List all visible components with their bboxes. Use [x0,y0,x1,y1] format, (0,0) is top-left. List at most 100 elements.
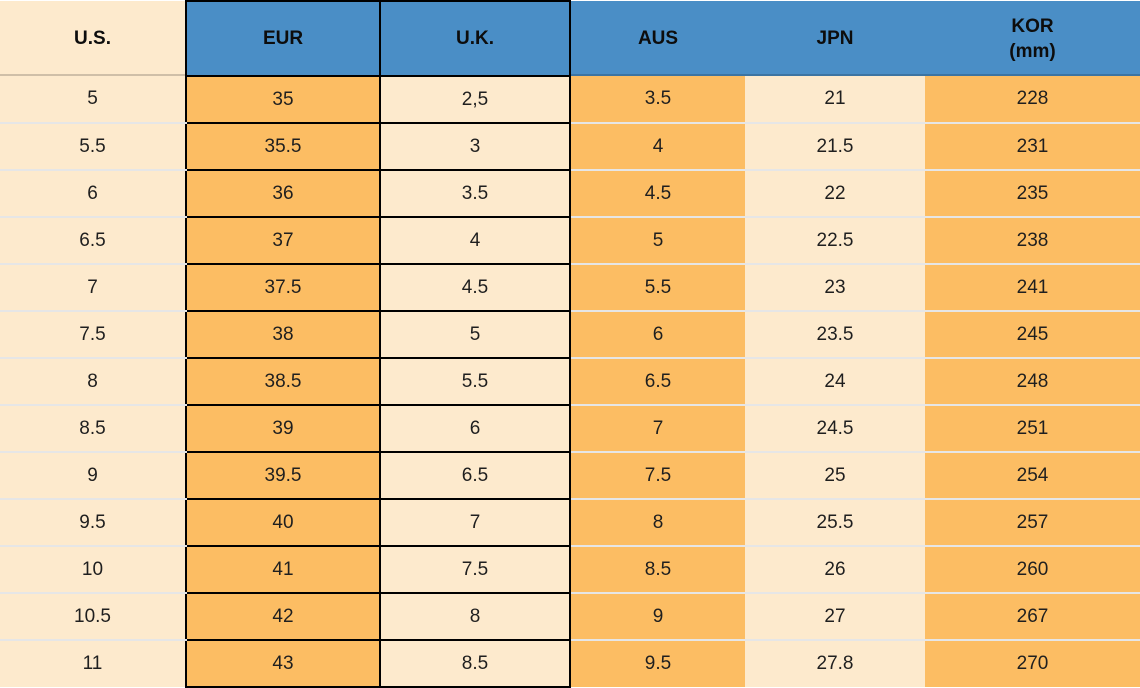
cell-uk: 5 [379,310,571,359]
cell-uk: 4.5 [379,263,571,312]
cell-kor: 228 [925,76,1140,124]
cell-eur: 37.5 [185,263,381,312]
table-row: 6.5 37 4 5 22.5 238 [0,216,1140,265]
table-row: 9.5 40 7 8 25.5 257 [0,498,1140,547]
cell-eur: 35 [185,75,381,124]
column-header-kor: KOR (mm) [925,1,1140,76]
header-row: U.S. EUR U.K. AUS JPN KOR (mm) [0,0,1140,77]
cell-kor: 260 [925,546,1140,594]
table-row: 7 37.5 4.5 5.5 23 241 [0,263,1140,312]
cell-eur: 40 [185,498,381,547]
table-row: 8 38.5 5.5 6.5 24 248 [0,357,1140,406]
cell-us: 7.5 [0,311,186,359]
cell-eur: 35.5 [185,122,381,171]
column-header-us: U.S. [0,1,186,76]
cell-us: 9.5 [0,499,186,547]
cell-us: 5.5 [0,123,186,171]
table-row: 5.5 35.5 3 4 21.5 231 [0,122,1140,171]
cell-kor: 241 [925,264,1140,312]
cell-aus: 6 [570,311,745,359]
cell-kor: 238 [925,217,1140,265]
cell-aus: 9.5 [570,640,745,687]
table-row: 6 36 3.5 4.5 22 235 [0,169,1140,218]
cell-uk: 3 [379,122,571,171]
cell-jpn: 27.8 [745,640,925,687]
cell-aus: 6.5 [570,358,745,406]
cell-us: 8.5 [0,405,186,453]
table-row: 8.5 39 6 7 24.5 251 [0,404,1140,453]
cell-jpn: 25.5 [745,499,925,547]
cell-aus: 9 [570,593,745,641]
column-header-uk: U.K. [379,0,571,77]
table-row: 11 43 8.5 9.5 27.8 270 [0,639,1140,688]
cell-kor: 235 [925,170,1140,218]
cell-uk: 3.5 [379,169,571,218]
table-body: 5 35 2,5 3.5 21 228 5.5 35.5 3 4 21.5 231 6 36 3.5 4.5 2… [0,75,1140,688]
cell-uk: 4 [379,216,571,265]
table-row: 10 41 7.5 8.5 26 260 [0,545,1140,594]
cell-jpn: 26 [745,546,925,594]
cell-jpn: 21.5 [745,123,925,171]
cell-us: 10.5 [0,593,186,641]
cell-eur: 36 [185,169,381,218]
cell-aus: 5 [570,217,745,265]
cell-kor: 245 [925,311,1140,359]
cell-eur: 37 [185,216,381,265]
cell-jpn: 24 [745,358,925,406]
cell-eur: 39.5 [185,451,381,500]
cell-kor: 267 [925,593,1140,641]
cell-kor: 251 [925,405,1140,453]
cell-aus: 5.5 [570,264,745,312]
cell-uk: 7 [379,498,571,547]
cell-eur: 39 [185,404,381,453]
cell-aus: 7 [570,405,745,453]
cell-jpn: 25 [745,452,925,500]
cell-us: 11 [0,640,186,687]
cell-us: 10 [0,546,186,594]
cell-eur: 41 [185,545,381,594]
cell-us: 5 [0,76,186,124]
cell-eur: 43 [185,639,381,688]
cell-aus: 3.5 [570,76,745,124]
cell-kor: 231 [925,123,1140,171]
cell-uk: 8.5 [379,639,571,688]
cell-kor: 270 [925,640,1140,687]
column-header-kor-label: KOR [1011,15,1054,37]
cell-jpn: 22.5 [745,217,925,265]
cell-us: 9 [0,452,186,500]
cell-jpn: 23.5 [745,311,925,359]
cell-uk: 5.5 [379,357,571,406]
cell-aus: 4 [570,123,745,171]
cell-us: 6 [0,170,186,218]
cell-eur: 38.5 [185,357,381,406]
cell-kor: 254 [925,452,1140,500]
cell-jpn: 23 [745,264,925,312]
column-header-jpn: JPN [745,1,925,76]
cell-eur: 38 [185,310,381,359]
cell-aus: 4.5 [570,170,745,218]
cell-uk: 6.5 [379,451,571,500]
column-header-kor-unit: (mm) [1009,40,1056,62]
cell-kor: 248 [925,358,1140,406]
cell-uk: 7.5 [379,545,571,594]
cell-aus: 8.5 [570,546,745,594]
cell-jpn: 24.5 [745,405,925,453]
cell-eur: 42 [185,592,381,641]
cell-us: 7 [0,264,186,312]
cell-jpn: 27 [745,593,925,641]
column-header-eur: EUR [185,0,381,77]
cell-uk: 6 [379,404,571,453]
table-row: 5 35 2,5 3.5 21 228 [0,75,1140,124]
column-header-aus: AUS [570,1,745,76]
table-row: 10.5 42 8 9 27 267 [0,592,1140,641]
cell-uk: 8 [379,592,571,641]
cell-uk: 2,5 [379,75,571,124]
cell-jpn: 22 [745,170,925,218]
cell-us: 6.5 [0,217,186,265]
cell-aus: 8 [570,499,745,547]
table-row: 7.5 38 5 6 23.5 245 [0,310,1140,359]
table-row: 9 39.5 6.5 7.5 25 254 [0,451,1140,500]
table-header: U.S. EUR U.K. AUS JPN KOR (mm) [0,0,1140,77]
cell-us: 8 [0,358,186,406]
